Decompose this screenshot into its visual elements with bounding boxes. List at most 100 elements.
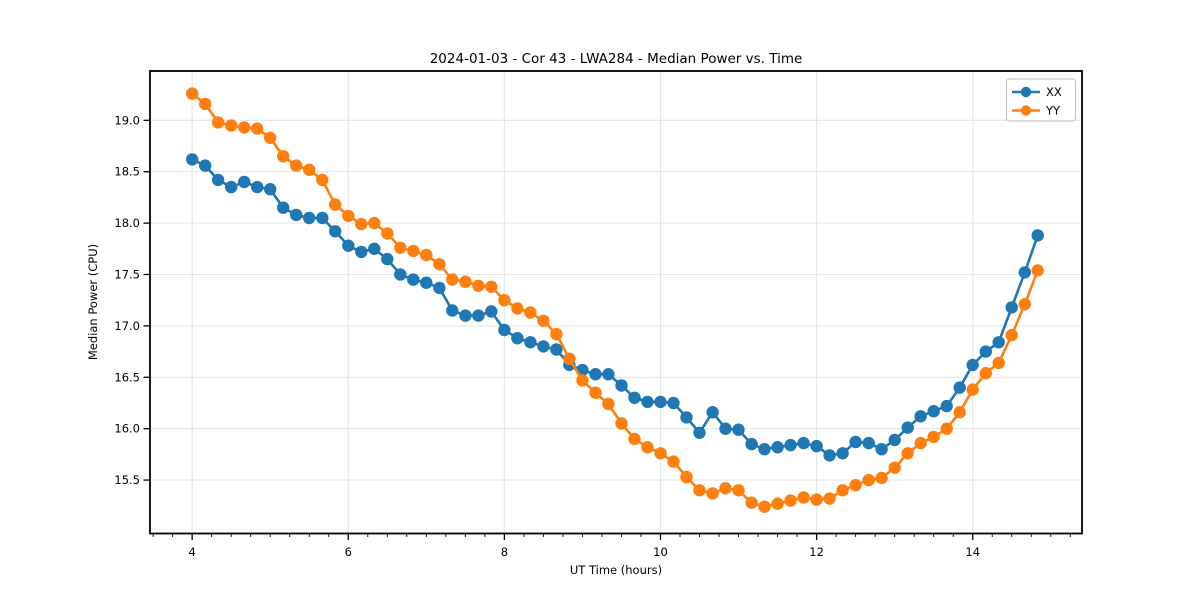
data-point-xx (810, 439, 823, 453)
data-point-yy (758, 500, 771, 513)
data-point-xx (446, 304, 459, 317)
data-point-yy (966, 383, 979, 396)
x-tick-label: 14 (965, 545, 980, 559)
y-tick-label: 18.5 (114, 165, 140, 179)
data-point-yy (459, 275, 472, 288)
data-point-xx (368, 242, 381, 255)
data-point-xx (277, 201, 290, 214)
data-point-xx (459, 309, 472, 322)
data-point-xx (238, 175, 251, 189)
y-tick-label: 17.0 (114, 319, 140, 333)
data-point-xx (862, 436, 875, 450)
data-point-xx (914, 410, 927, 423)
data-point-xx (199, 159, 212, 172)
data-point-xx (732, 423, 745, 436)
data-point-xx (550, 343, 563, 356)
data-point-xx (1018, 266, 1031, 279)
data-point-yy (1031, 264, 1044, 277)
y-tick-label: 16.0 (114, 422, 140, 436)
data-point-xx (537, 340, 550, 353)
plot-spines (149, 70, 1083, 535)
data-point-yy (732, 484, 745, 497)
tick-label-layer: 4 6 8 10 12 14 15.5 16.0 16.5 17.0 17.5 18.0 18.5 19.… (114, 113, 980, 559)
data-point-yy (888, 461, 901, 474)
x-tick-label: 10 (653, 545, 668, 559)
data-point-xx (953, 381, 966, 394)
data-point-yy (914, 436, 927, 450)
data-point-xx (901, 421, 914, 434)
data-point-xx (797, 436, 810, 450)
data-point-yy (251, 122, 264, 135)
x-tick-label: 8 (501, 545, 508, 559)
data-point-xx (1005, 301, 1018, 314)
data-point-xx (433, 281, 446, 295)
data-point-yy (875, 471, 888, 485)
data-point-xx (784, 438, 797, 452)
data-point-xx (654, 395, 667, 409)
data-point-xx (290, 208, 303, 222)
data-point-xx (251, 180, 264, 194)
legend-label-xx: XX (1046, 85, 1062, 99)
data-point-yy (667, 455, 680, 468)
legend-label-yy: YY (1045, 104, 1061, 118)
data-point-yy (953, 406, 966, 419)
data-point-yy (211, 116, 225, 129)
data-point-xx (745, 437, 758, 451)
y-tick-label: 16.5 (114, 370, 140, 384)
data-point-xx (381, 252, 394, 266)
data-point-yy (862, 473, 875, 487)
data-point-yy (407, 244, 420, 258)
data-point-yy (992, 356, 1005, 370)
x-tick-label: 6 (345, 545, 352, 559)
data-point-yy (303, 163, 316, 176)
data-point-yy (472, 279, 485, 292)
data-point-xx (927, 405, 940, 418)
data-point-xx (849, 435, 862, 449)
data-point-yy (797, 491, 810, 504)
data-point-yy (225, 119, 238, 132)
legend-item-xx: XX (1012, 85, 1062, 99)
data-point-yy (537, 314, 550, 327)
data-point-yy (654, 447, 667, 460)
data-point-xx (966, 358, 979, 372)
data-point-xx (407, 273, 420, 286)
data-point-yy (901, 447, 914, 460)
legend: XX YY (1006, 78, 1076, 122)
data-point-yy (602, 397, 615, 411)
x-axis-label: UT Time (hours) (570, 563, 662, 577)
data-point-yy (446, 273, 459, 286)
y-axis-label: Median Power (CPU) (86, 244, 100, 360)
y-tick-label: 17.5 (114, 268, 140, 282)
data-point-yy (706, 487, 719, 500)
data-point-yy (264, 131, 277, 144)
legend-item-yy: YY (1012, 104, 1061, 118)
data-point-yy (1018, 298, 1031, 311)
data-point-yy (420, 248, 433, 262)
data-point-yy (771, 497, 784, 510)
data-point-xx (498, 323, 511, 337)
data-point-xx (225, 180, 238, 194)
data-point-yy (823, 492, 836, 505)
data-point-xx (589, 368, 602, 381)
data-point-yy (329, 198, 342, 211)
data-point-xx (680, 411, 693, 424)
legend-sample-marker-yy (1020, 105, 1032, 116)
data-point-yy (199, 97, 212, 111)
data-point-yy (355, 217, 368, 231)
data-point-yy (576, 374, 589, 387)
data-point-yy (524, 306, 537, 319)
data-point-xx (316, 211, 329, 225)
data-point-yy (550, 327, 563, 341)
data-point-yy (316, 173, 329, 187)
x-tick-label: 12 (809, 545, 824, 559)
data-point-xx (394, 268, 407, 281)
data-point-yy (979, 367, 992, 380)
data-point-xx (264, 183, 277, 196)
data-point-yy (641, 441, 654, 454)
data-point-yy (1005, 328, 1018, 342)
y-tick-label: 19.0 (114, 113, 140, 127)
data-point-xx (511, 332, 524, 345)
data-point-xx (1031, 229, 1044, 242)
